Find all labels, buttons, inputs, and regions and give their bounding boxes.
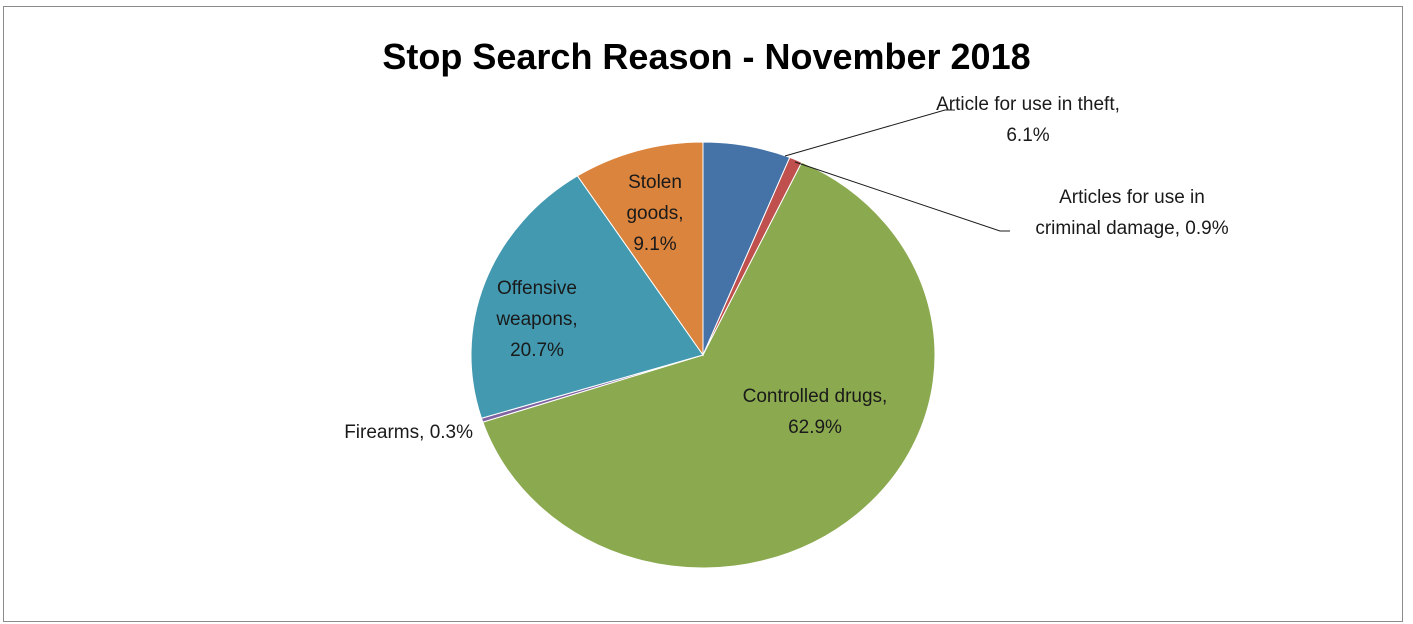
leader-line-article-for-use-in-theft (784, 109, 955, 157)
data-label-controlled-drugs: Controlled drugs, 62.9% (743, 386, 888, 438)
pie-slice-controlled-drugs (482, 161, 936, 569)
leader-lines (784, 109, 1010, 232)
chart-title: Stop Search Reason - November 2018 (382, 36, 1031, 77)
pie-slice-offensive-weapons (470, 175, 704, 419)
pie-slices (470, 141, 936, 569)
leader-line-articles-for-use-in-criminal-damage (794, 161, 1010, 232)
pie-slice-stolen-goods (576, 141, 704, 357)
data-label-articles-for-use-in-criminal-damage: Articles for use in criminal damage, 0.9% (1035, 187, 1228, 239)
data-label-stolen-goods: Stolen goods, 9.1% (626, 172, 683, 255)
data-label-firearms: Firearms, 0.3% (344, 422, 473, 443)
data-label-article-for-use-in-theft: Article for use in theft, 6.1% (936, 94, 1120, 146)
data-labels: Article for use in theft, 6.1% Articles fo… (344, 94, 1229, 443)
data-label-offensive-weapons: Offensive weapons, 20.7% (495, 278, 577, 361)
